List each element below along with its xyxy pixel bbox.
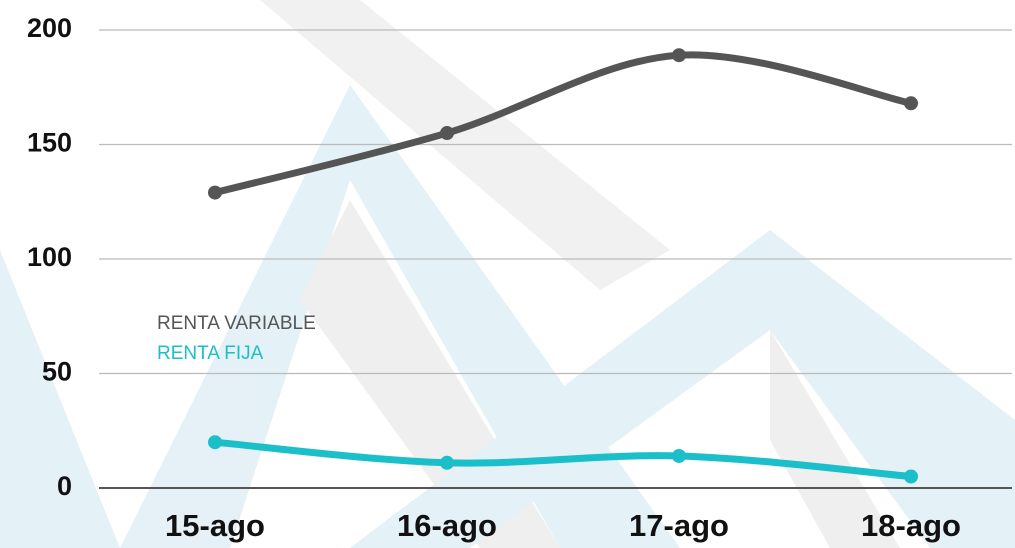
x-tick-label: 17-ago: [629, 508, 729, 543]
series-line: [211, 438, 915, 481]
legend: RENTA VARIABLE RENTA FIJA: [157, 313, 316, 364]
x-tick-label: 18-ago: [861, 508, 961, 543]
y-tick-label: 100: [27, 242, 72, 272]
legend-entry: RENTA VARIABLE: [157, 313, 316, 334]
data-point: [672, 48, 686, 63]
y-tick-label: 50: [42, 357, 72, 387]
series-line: [211, 51, 915, 197]
data-point: [208, 435, 222, 450]
y-tick-label: 200: [27, 13, 72, 43]
x-tick-label: 15-ago: [165, 508, 265, 543]
data-point: [904, 96, 918, 111]
y-tick-label: 150: [27, 128, 72, 158]
data-point: [208, 185, 222, 200]
y-tick-label: 0: [57, 471, 72, 501]
data-point: [904, 469, 918, 484]
legend-entry: RENTA FIJA: [157, 343, 264, 364]
data-point: [440, 455, 454, 470]
data-point: [672, 448, 686, 463]
data-point: [440, 126, 454, 141]
x-tick-label: 16-ago: [397, 508, 497, 543]
